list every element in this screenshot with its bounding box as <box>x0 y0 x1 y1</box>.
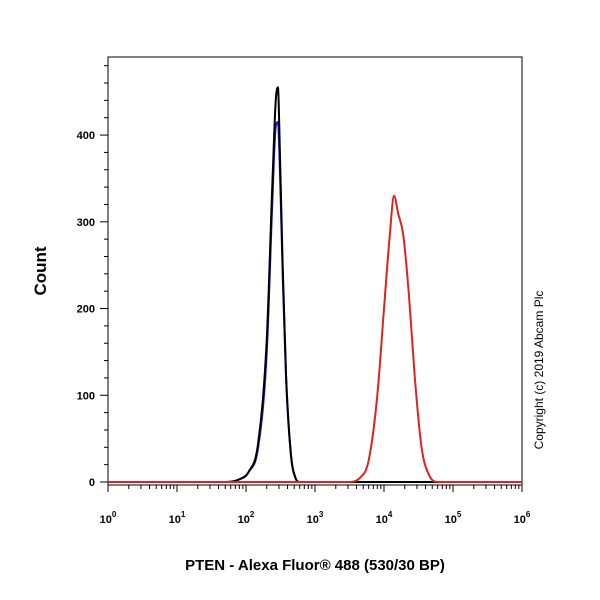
y-axis-tick-labels: 0 100 200 300 400 <box>77 130 95 489</box>
y-tick-label: 0 <box>89 477 95 489</box>
x-tick-label: 105 <box>445 510 462 526</box>
series-line-1 <box>108 121 522 484</box>
series-line-3 <box>108 194 522 484</box>
x-axis-ticks <box>107 485 523 492</box>
x-axis-title: PTEN - Alexa Fluor® 488 (530/30 BP) <box>185 557 445 574</box>
x-axis-tick-labels: 100 101 102 103 104 105 106 <box>100 510 531 526</box>
x-tick-label: 104 <box>376 510 393 526</box>
x-tick-label: 103 <box>307 510 324 526</box>
series-layer <box>108 86 522 484</box>
x-tick-label: 101 <box>169 510 186 526</box>
x-tick-label: 106 <box>514 510 531 526</box>
y-tick-label: 300 <box>77 217 95 229</box>
plot-frame <box>107 56 523 486</box>
series-line-2 <box>108 86 522 484</box>
y-axis-title: Count <box>31 246 50 295</box>
copyright-watermark: Copyright (c) 2019 Abcam Plc <box>532 291 546 450</box>
y-axis-ticks <box>100 65 108 483</box>
x-tick-label: 102 <box>238 510 255 526</box>
x-tick-label: 100 <box>100 510 117 526</box>
y-tick-label: 200 <box>77 304 95 316</box>
y-tick-label: 400 <box>77 130 95 142</box>
y-tick-label: 100 <box>77 390 95 402</box>
